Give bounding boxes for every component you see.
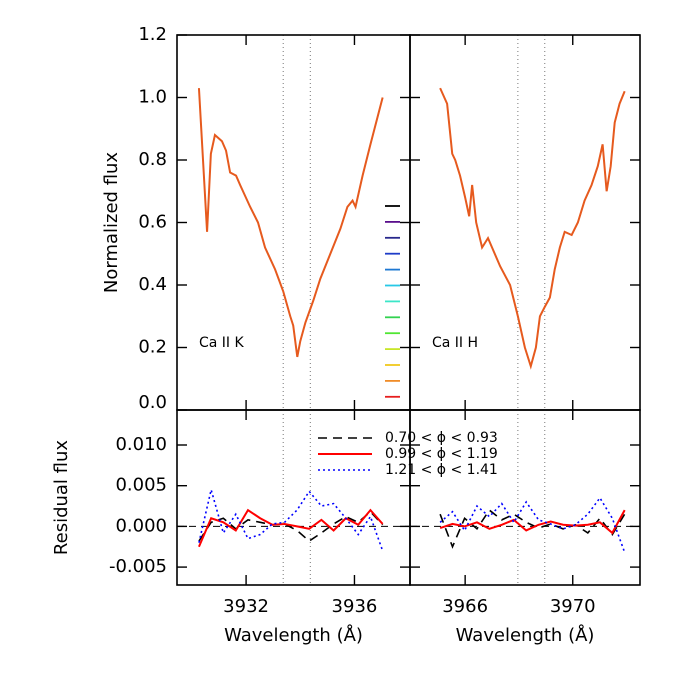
data-line (198, 510, 384, 543)
y-tick-label: -0.005 (109, 556, 167, 577)
plot-frame (409, 34, 641, 411)
legend-label: 0.99 < ϕ < 1.19 (385, 446, 498, 462)
y-tick-label: 0.6 (138, 212, 167, 233)
y-tick-label: 0.8 (138, 149, 167, 170)
x-tick-label: 3970 (550, 596, 596, 617)
y-tick-label: 1.0 (138, 87, 167, 108)
x-tick-label: 3932 (223, 596, 269, 617)
plot-frame (176, 34, 411, 411)
legend-label: 1.21 < ϕ < 1.41 (385, 462, 498, 478)
annotation: Ca II H (432, 335, 478, 351)
y-tick-label: 0.000 (115, 515, 167, 536)
data-line (439, 508, 626, 549)
y-axis-label: Residual flux (51, 440, 72, 555)
plot-frame (409, 409, 641, 586)
data-line (439, 509, 626, 535)
data-line (197, 88, 384, 358)
data-line (439, 87, 626, 370)
plot-frame (176, 409, 411, 586)
y-tick-label: 0.4 (138, 274, 167, 295)
y-tick-label: 1.2 (138, 24, 167, 45)
y-tick-label: 0.005 (115, 475, 167, 496)
x-axis-label: Wavelength (Å) (456, 624, 595, 646)
annotation: Ca II K (199, 335, 245, 351)
data-line (198, 489, 384, 552)
y-tick-label: 0.0 (138, 392, 167, 413)
y-axis-label: Normalized flux (101, 152, 122, 294)
x-tick-label: 3966 (442, 596, 488, 617)
data-line (198, 508, 384, 548)
y-tick-label: 0.2 (138, 337, 167, 358)
y-tick-label: 0.010 (115, 434, 167, 455)
x-axis-label: Wavelength (Å) (224, 624, 363, 646)
x-tick-label: 3936 (332, 596, 378, 617)
legend-label: 0.70 < ϕ < 0.93 (385, 430, 498, 446)
